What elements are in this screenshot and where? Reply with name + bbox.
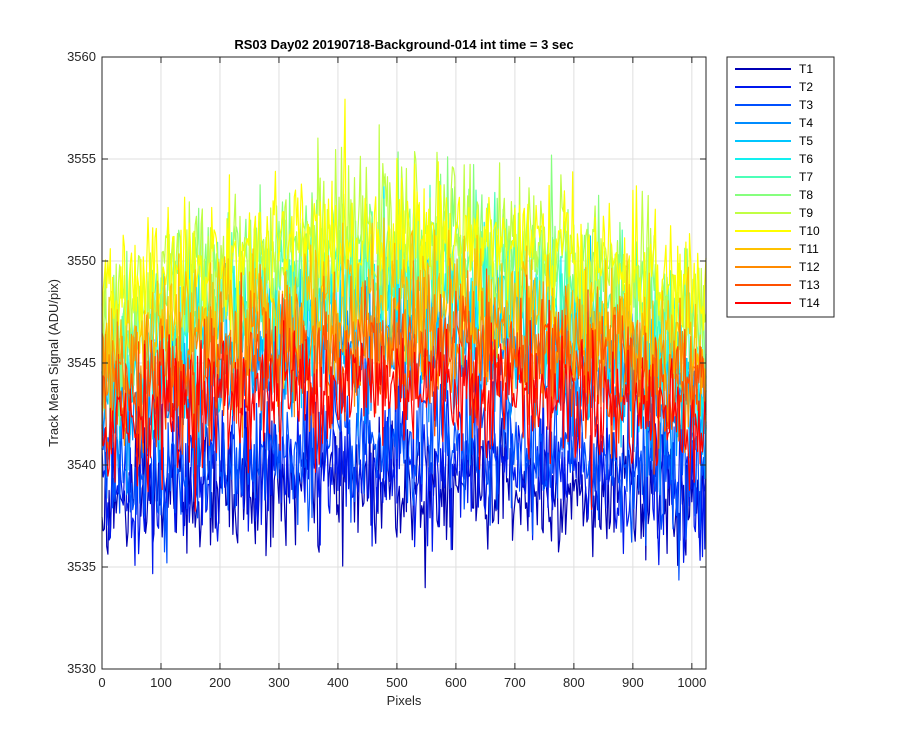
axis-ticks [101, 56, 706, 670]
chart-title: RS03 Day02 20190718-Background-014 int t… [234, 37, 573, 52]
y-tick-label: 3540 [67, 457, 96, 472]
legend: T1 T2 T3 T4 T5 T6 T7 T8 T9 T10 T11 T12 T13 T14 [726, 56, 835, 318]
y-tick-label: 3555 [67, 151, 96, 166]
legend-item-t9: T9 [735, 206, 813, 220]
legend-item-t6: T6 [735, 152, 813, 166]
x-tick-label: 100 [150, 675, 172, 690]
legend-box [726, 56, 835, 318]
x-tick-label: 800 [563, 675, 585, 690]
series-line-t3 [101, 351, 707, 581]
x-tick-label: 300 [268, 675, 290, 690]
legend-label: T8 [799, 188, 813, 202]
legend-label: T14 [799, 296, 820, 310]
x-tick-labels: 0 100 200 300 400 500 600 700 800 900 1000 [98, 675, 706, 690]
legend-label: T11 [799, 242, 819, 256]
y-tick-label: 3530 [67, 661, 96, 676]
legend-item-t2: T2 [735, 80, 813, 94]
y-tick-label: 3535 [67, 559, 96, 574]
legend-label: T9 [799, 206, 813, 220]
y-tick-labels: 3530 3535 3540 3545 3550 3555 3560 [67, 49, 96, 676]
series-line-t14 [101, 299, 707, 512]
legend-item-t3: T3 [735, 98, 813, 112]
legend-item-t11: T11 [735, 242, 819, 256]
x-tick-label: 200 [209, 675, 231, 690]
legend-label: T3 [799, 98, 813, 112]
y-tick-label: 3550 [67, 253, 96, 268]
legend-label: T10 [799, 224, 820, 238]
y-tick-label: 3560 [67, 49, 96, 64]
series-lines [101, 98, 707, 589]
x-tick-label: 500 [386, 675, 408, 690]
legend-label: T6 [799, 152, 813, 166]
legend-item-t5: T5 [735, 134, 813, 148]
legend-label: T7 [799, 170, 813, 184]
legend-label: T4 [799, 116, 813, 130]
legend-item-t14: T14 [735, 296, 820, 310]
x-tick-label: 700 [504, 675, 526, 690]
legend-item-t7: T7 [735, 170, 813, 184]
legend-item-t12: T12 [735, 260, 820, 274]
x-tick-label: 400 [327, 675, 349, 690]
x-tick-label: 0 [98, 675, 105, 690]
legend-item-t10: T10 [735, 224, 820, 238]
legend-label: T2 [799, 80, 813, 94]
legend-item-t13: T13 [735, 278, 820, 292]
series-line-t11 [101, 217, 707, 423]
x-tick-label: 900 [622, 675, 644, 690]
legend-label: T5 [799, 134, 813, 148]
series-line-t13 [101, 268, 707, 475]
legend-item-t4: T4 [735, 116, 813, 130]
legend-label: T13 [799, 278, 820, 292]
legend-items: T1 T2 T3 T4 T5 T6 T7 T8 T9 T10 T11 T12 T13 T14 [735, 62, 820, 310]
y-axis-label: Track Mean Signal (ADU/pix) [46, 279, 61, 447]
y-tick-label: 3545 [67, 355, 96, 370]
legend-label: T1 [799, 62, 813, 76]
legend-item-t1: T1 [735, 62, 813, 76]
x-tick-label: 1000 [677, 675, 706, 690]
legend-item-t8: T8 [735, 188, 813, 202]
x-tick-label: 600 [445, 675, 467, 690]
legend-label: T12 [799, 260, 820, 274]
x-axis-label: Pixels [387, 693, 422, 708]
